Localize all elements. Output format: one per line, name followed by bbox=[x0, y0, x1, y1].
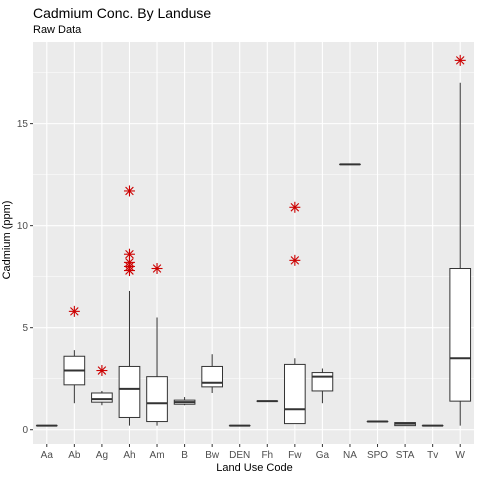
x-tick-label: SPO bbox=[367, 450, 388, 461]
chart-subtitle: Raw Data bbox=[33, 24, 82, 36]
outlier-point bbox=[123, 185, 135, 197]
outlier-point bbox=[289, 254, 301, 266]
outlier-point bbox=[123, 248, 135, 260]
x-tick-label: Aa bbox=[41, 450, 54, 461]
box-body bbox=[284, 363, 306, 425]
x-tick-label: B bbox=[181, 450, 188, 461]
x-tick-label: Tv bbox=[427, 450, 438, 461]
plot-panel bbox=[33, 42, 474, 444]
box-body bbox=[201, 365, 223, 388]
x-tick-label: Ag bbox=[96, 450, 108, 461]
box-body bbox=[118, 365, 141, 418]
outlier-point bbox=[96, 365, 108, 377]
y-tick-label: 0 bbox=[22, 425, 28, 436]
x-tick-label: DEN bbox=[229, 450, 250, 461]
x-tick-label: Am bbox=[150, 450, 165, 461]
y-tick-label: 10 bbox=[17, 221, 29, 232]
box-body bbox=[146, 376, 168, 423]
box-body bbox=[311, 372, 334, 392]
box-body bbox=[91, 392, 113, 403]
x-tick-label: Fw bbox=[288, 450, 302, 461]
x-axis-label: Land Use Code bbox=[216, 462, 293, 474]
x-tick-label: Ab bbox=[68, 450, 81, 461]
x-tick-label: W bbox=[455, 450, 465, 461]
outlier-point bbox=[151, 263, 163, 275]
x-tick-label: Bw bbox=[205, 450, 220, 461]
y-tick-label: 15 bbox=[17, 119, 29, 130]
x-tick-label: NA bbox=[343, 450, 357, 461]
x-tick-label: STA bbox=[396, 450, 415, 461]
outlier-point bbox=[454, 54, 466, 66]
outlier-point bbox=[68, 305, 80, 317]
x-tick-label: Ah bbox=[123, 450, 135, 461]
y-tick-label: 5 bbox=[22, 323, 28, 334]
outlier-point bbox=[289, 201, 301, 213]
box-body bbox=[449, 268, 472, 402]
y-axis-label: Cadmium (ppm) bbox=[1, 200, 13, 280]
chart-title: Cadmium Conc. By Landuse bbox=[33, 5, 212, 21]
x-tick-label: Fh bbox=[261, 450, 273, 461]
x-tick-label: Ga bbox=[316, 450, 330, 461]
